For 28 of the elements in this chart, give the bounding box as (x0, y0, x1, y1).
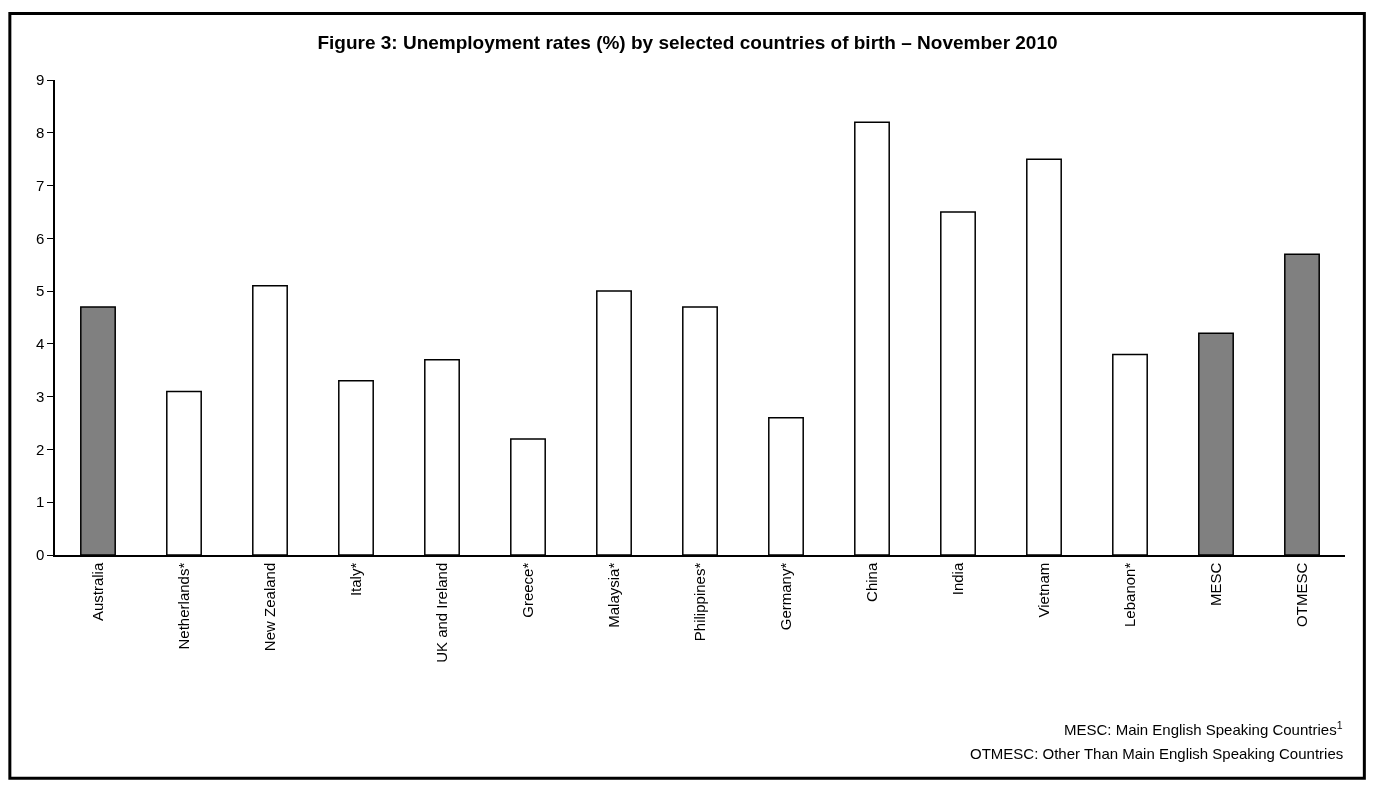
x-tick-label: Netherlands* (174, 562, 192, 650)
y-tick-label: 9 (35, 71, 45, 89)
y-tick-label: 7 (35, 176, 45, 194)
x-tick-label: Greece* (518, 562, 536, 618)
y-tick-label: 2 (35, 440, 45, 458)
x-tick-label: China (862, 562, 880, 602)
x-tick-label: New Zealand (260, 562, 278, 652)
x-tick-label: Italy* (346, 562, 364, 597)
x-tick-label: Australia (88, 562, 106, 622)
text: OTMESC: Other Than Main English Speaking Countries (970, 745, 1344, 762)
y-tick-label: 3 (35, 387, 45, 405)
x-tick-label: MESC (1206, 562, 1224, 607)
x-tick-label: Germany* (776, 562, 794, 631)
y-tick-label: 6 (35, 229, 45, 247)
x-tick-label: Lebanon* (1120, 562, 1138, 627)
x-tick-label: Malaysia* (604, 562, 622, 628)
x-tick-label: Philippines* (690, 562, 708, 642)
y-tick-label: 0 (35, 546, 45, 564)
chart-title: Figure 3: Unemployment rates (%) by selected countries of birth – November 2010 (317, 31, 1058, 53)
y-tick-label: 5 (35, 282, 45, 300)
y-tick-label: 4 (35, 335, 45, 353)
y-tick-label: 1 (35, 493, 45, 511)
text: MESC: Main English Speaking Countries$^{1}$ (1064, 719, 1343, 739)
y-tick-label: 8 (35, 124, 45, 142)
x-tick-label: Vietnam (1034, 562, 1052, 618)
x-tick-label: India (948, 562, 966, 596)
x-tick-label: UK and Ireland (432, 562, 450, 663)
x-tick-label: OTMESC (1292, 562, 1310, 627)
